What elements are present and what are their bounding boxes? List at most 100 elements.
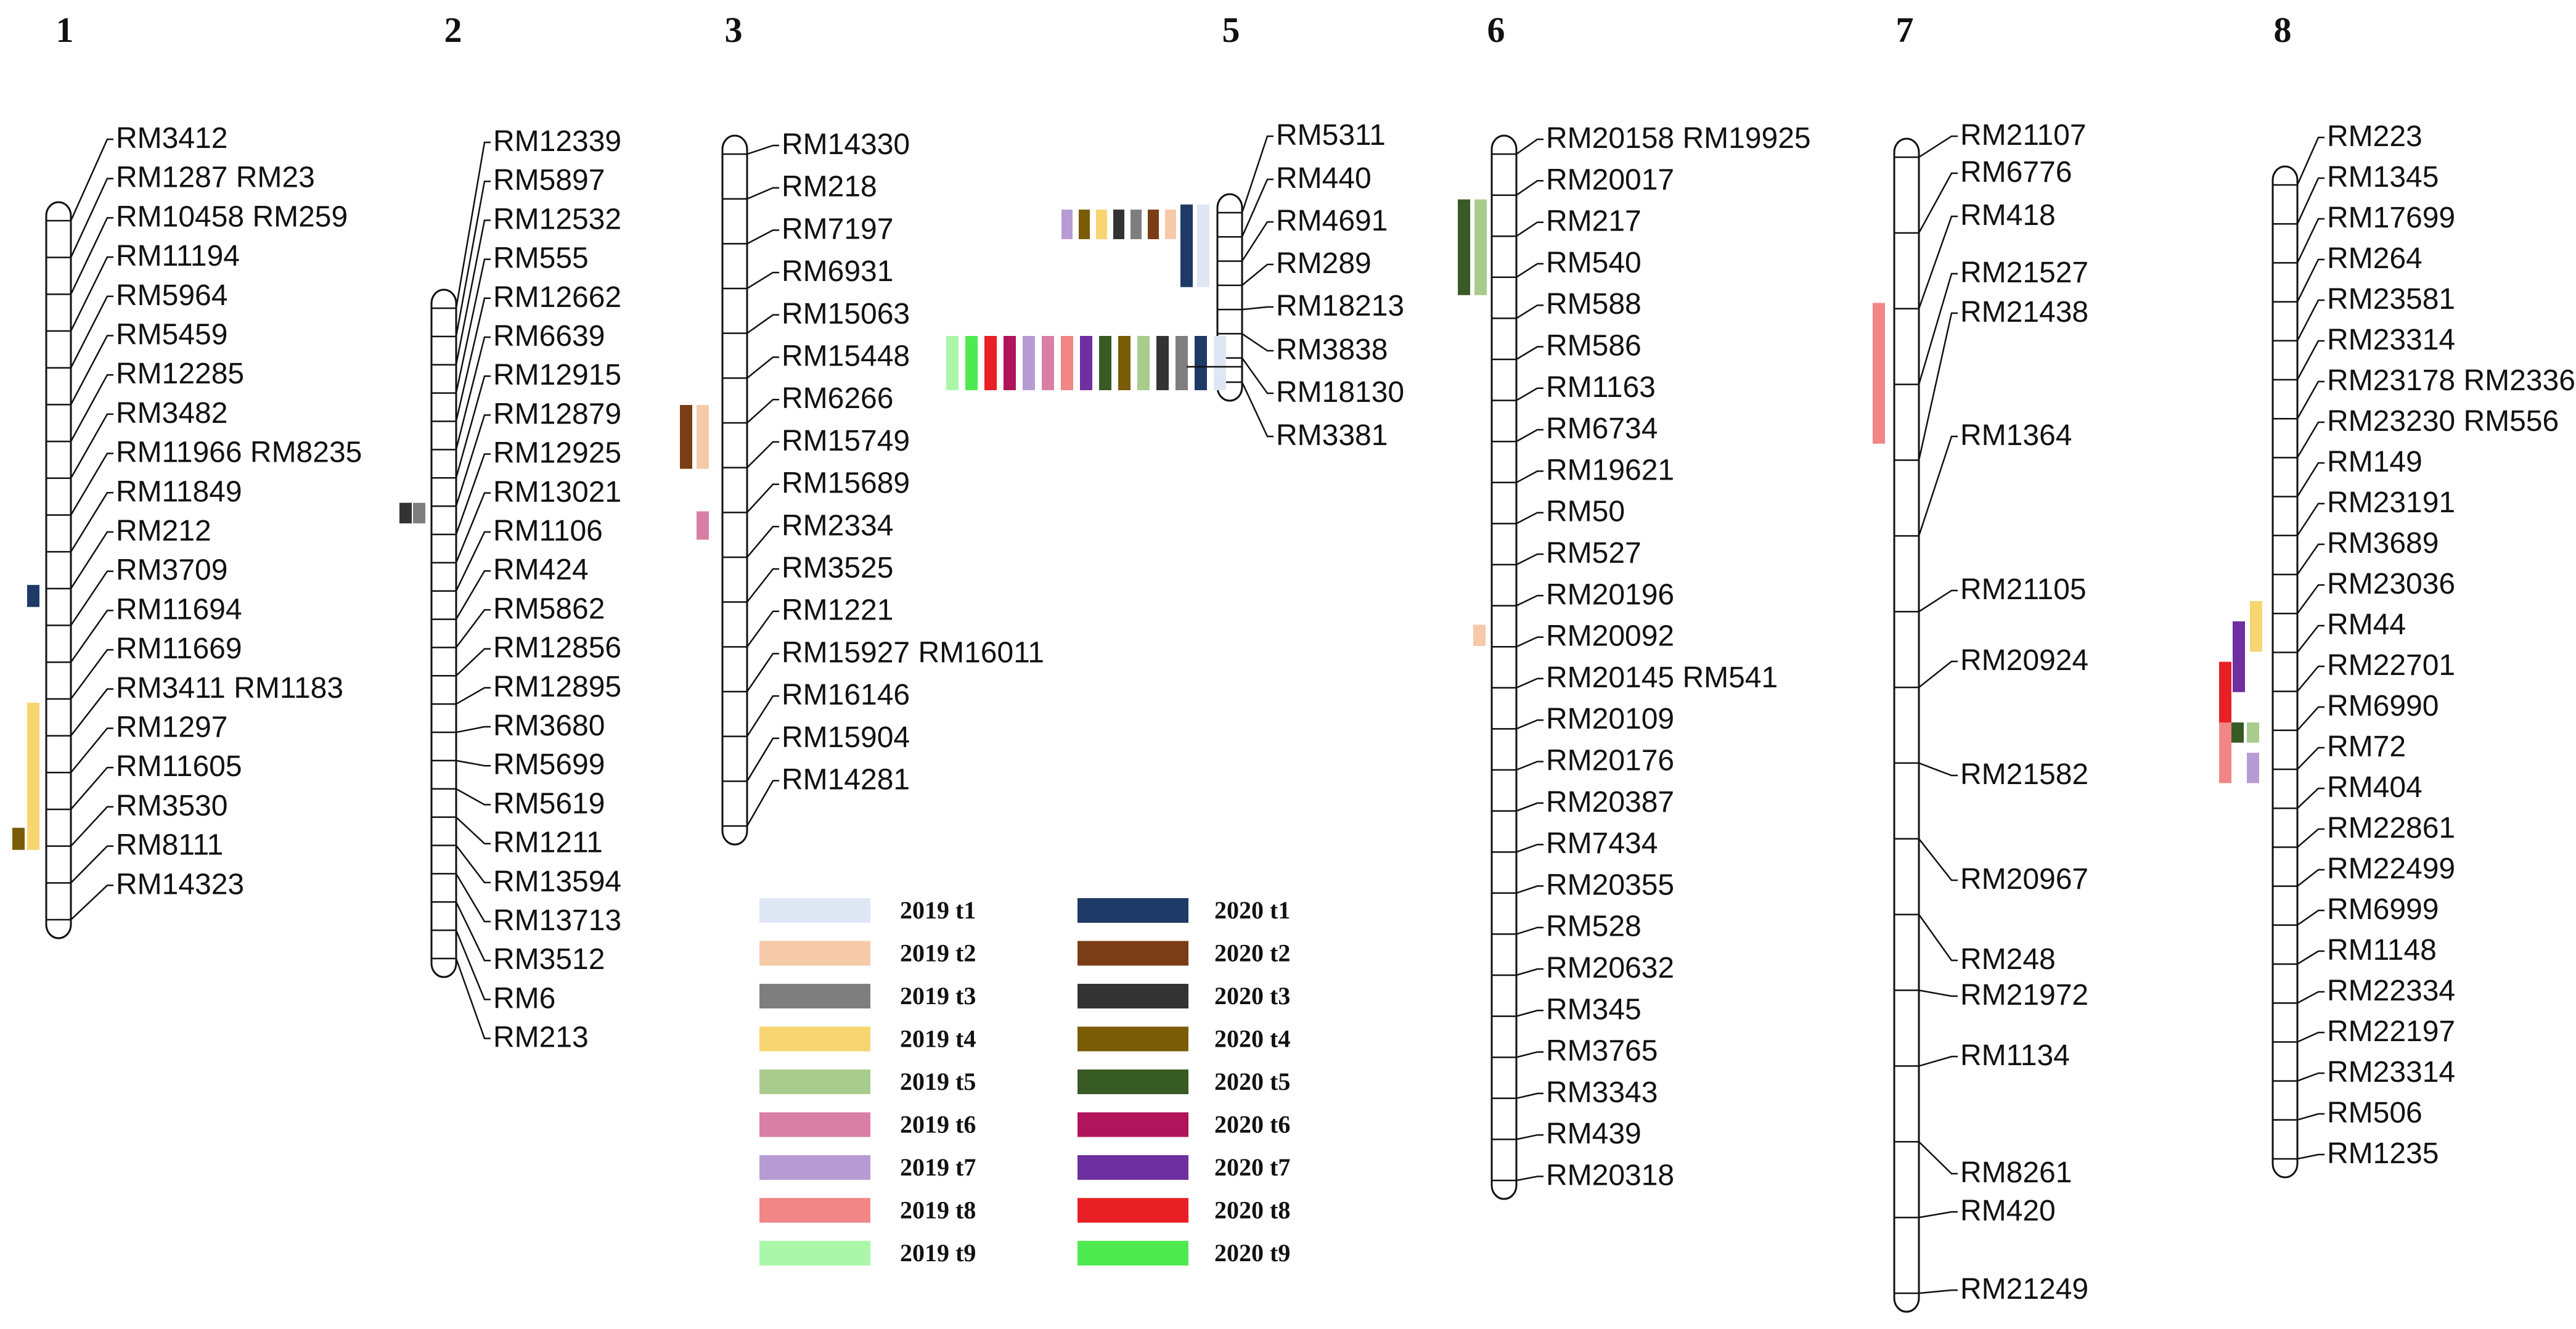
marker-tick bbox=[46, 138, 113, 222]
marker-tick bbox=[2273, 218, 2325, 264]
marker-tick bbox=[1492, 636, 1544, 648]
marker-tick bbox=[722, 695, 779, 737]
marker-tick bbox=[1894, 172, 1958, 234]
legend-swatch-2019-t3 bbox=[759, 984, 870, 1008]
marker-label: RM20092 bbox=[1546, 620, 1674, 653]
marker-tick bbox=[1492, 470, 1544, 484]
marker-label: RM5862 bbox=[493, 592, 605, 625]
marker-label: RM424 bbox=[493, 554, 589, 586]
marker-label: RM3343 bbox=[1546, 1076, 1658, 1109]
marker-tick bbox=[2273, 1113, 2325, 1121]
qtl-bar-2019-t9 bbox=[946, 336, 959, 390]
marker-tick bbox=[46, 885, 113, 921]
marker-label: RM15448 bbox=[782, 340, 910, 373]
marker-label: RM1235 bbox=[2327, 1137, 2439, 1170]
marker-tick bbox=[46, 413, 113, 480]
marker-label: RM11694 bbox=[116, 593, 242, 626]
marker-label: RM6999 bbox=[2327, 893, 2439, 926]
marker-label: RM12532 bbox=[493, 203, 621, 235]
legend-label: 2019 t6 bbox=[900, 1111, 976, 1139]
marker-tick bbox=[431, 873, 491, 923]
marker-label: RM23036 bbox=[2327, 568, 2455, 600]
marker-tick bbox=[1894, 660, 1958, 689]
marker-tick bbox=[1492, 553, 1544, 566]
marker-label: RM7434 bbox=[1546, 827, 1658, 860]
marker-label: RM289 bbox=[1276, 247, 1372, 280]
marker-tick bbox=[2273, 787, 2325, 809]
marker-label: RM217 bbox=[1546, 205, 1642, 238]
marker-tick bbox=[722, 780, 779, 827]
marker-label: RM540 bbox=[1546, 247, 1642, 279]
marker-label: RM11966 RM8235 bbox=[116, 436, 362, 469]
marker-label: RM20017 bbox=[1546, 163, 1674, 196]
chromosome-bar bbox=[721, 134, 748, 846]
marker-tick bbox=[46, 217, 113, 295]
qtl-bar-2019-t6 bbox=[697, 511, 709, 540]
marker-label: RM11669 bbox=[116, 632, 242, 665]
marker-label: RM44 bbox=[2327, 608, 2406, 641]
marker-tick bbox=[722, 144, 779, 155]
marker-tick bbox=[1894, 1289, 1958, 1294]
marker-tick bbox=[1492, 802, 1544, 812]
marker-tick bbox=[431, 816, 491, 844]
marker-label: RM16146 bbox=[782, 679, 910, 711]
marker-label: RM13594 bbox=[493, 865, 621, 898]
legend-swatch-2019-t6 bbox=[759, 1112, 870, 1137]
marker-label: RM440 bbox=[1276, 162, 1372, 195]
legend-label: 2019 t3 bbox=[900, 982, 976, 1010]
marker-label: RM20632 bbox=[1546, 952, 1674, 984]
legend-label: 2020 t2 bbox=[1214, 939, 1290, 967]
legend-swatch-2019-t7 bbox=[759, 1155, 870, 1180]
marker-label: RM264 bbox=[2327, 242, 2423, 275]
marker-label: RM1211 bbox=[493, 827, 603, 859]
marker-tick bbox=[2273, 380, 2325, 420]
marker-tick bbox=[431, 844, 491, 884]
marker-label: RM1221 bbox=[782, 594, 893, 627]
marker-label: RM21105 bbox=[1960, 573, 2087, 606]
marker-label: RM20109 bbox=[1546, 703, 1674, 735]
legend-label: 2019 t5 bbox=[900, 1068, 976, 1095]
marker-label: RM10458 RM259 bbox=[116, 200, 348, 233]
marker-label: RM20196 bbox=[1546, 578, 1674, 611]
marker-tick bbox=[1492, 221, 1544, 237]
marker-label: RM22499 bbox=[2327, 853, 2455, 885]
marker-label: RM11605 bbox=[116, 750, 242, 783]
qtl-bar-2019-t4 bbox=[2250, 601, 2262, 652]
marker-tick bbox=[431, 453, 491, 536]
legend-label: 2019 t2 bbox=[900, 939, 976, 967]
qtl-bar-2020-t4 bbox=[1118, 336, 1131, 390]
legend-label: 2020 t1 bbox=[1214, 896, 1290, 924]
marker-tick bbox=[1217, 178, 1274, 238]
marker-tick bbox=[46, 295, 113, 369]
legend-swatch-2020-t4 bbox=[1077, 1026, 1188, 1052]
marker-label: RM212 bbox=[116, 515, 211, 547]
marker-label: RM12879 bbox=[493, 398, 621, 430]
marker-tick bbox=[46, 531, 113, 590]
marker-tick bbox=[46, 452, 113, 516]
marker-tick bbox=[1492, 926, 1544, 935]
marker-tick bbox=[2273, 1153, 2325, 1160]
marker-label: RM6990 bbox=[2327, 690, 2439, 722]
marker-label: RM1297 bbox=[116, 711, 227, 744]
marker-tick bbox=[1492, 304, 1544, 319]
qtl-bar-2019-t4 bbox=[27, 702, 39, 850]
marker-tick bbox=[722, 737, 779, 782]
marker-tick bbox=[2273, 584, 2325, 615]
marker-label: RM20176 bbox=[1546, 745, 1674, 777]
qtl-bar-2020-t7 bbox=[1080, 336, 1092, 390]
legend-label: 2020 t5 bbox=[1214, 1068, 1290, 1095]
marker-label: RM1163 bbox=[1546, 371, 1656, 404]
marker-label: RM213 bbox=[493, 1021, 589, 1054]
marker-label: RM5619 bbox=[493, 787, 605, 820]
chromosome-5: 5 RM5311 RM440 RM4691 RM289 RM18213 RM3838 RM18… bbox=[946, 10, 1404, 452]
marker-label: RM3709 bbox=[116, 554, 227, 587]
marker-label: RM14330 bbox=[782, 128, 910, 161]
legend-swatch-2020-t7 bbox=[1077, 1155, 1188, 1180]
legend-swatch-2020-t8 bbox=[1077, 1198, 1188, 1223]
qtl-bar-2020-t5 bbox=[2231, 722, 2244, 743]
marker-label: RM1134 bbox=[1960, 1039, 2070, 1072]
marker-label: RM439 bbox=[1546, 1118, 1642, 1150]
qtl-bar-2019-t3 bbox=[413, 502, 425, 524]
marker-tick bbox=[2273, 828, 2325, 848]
